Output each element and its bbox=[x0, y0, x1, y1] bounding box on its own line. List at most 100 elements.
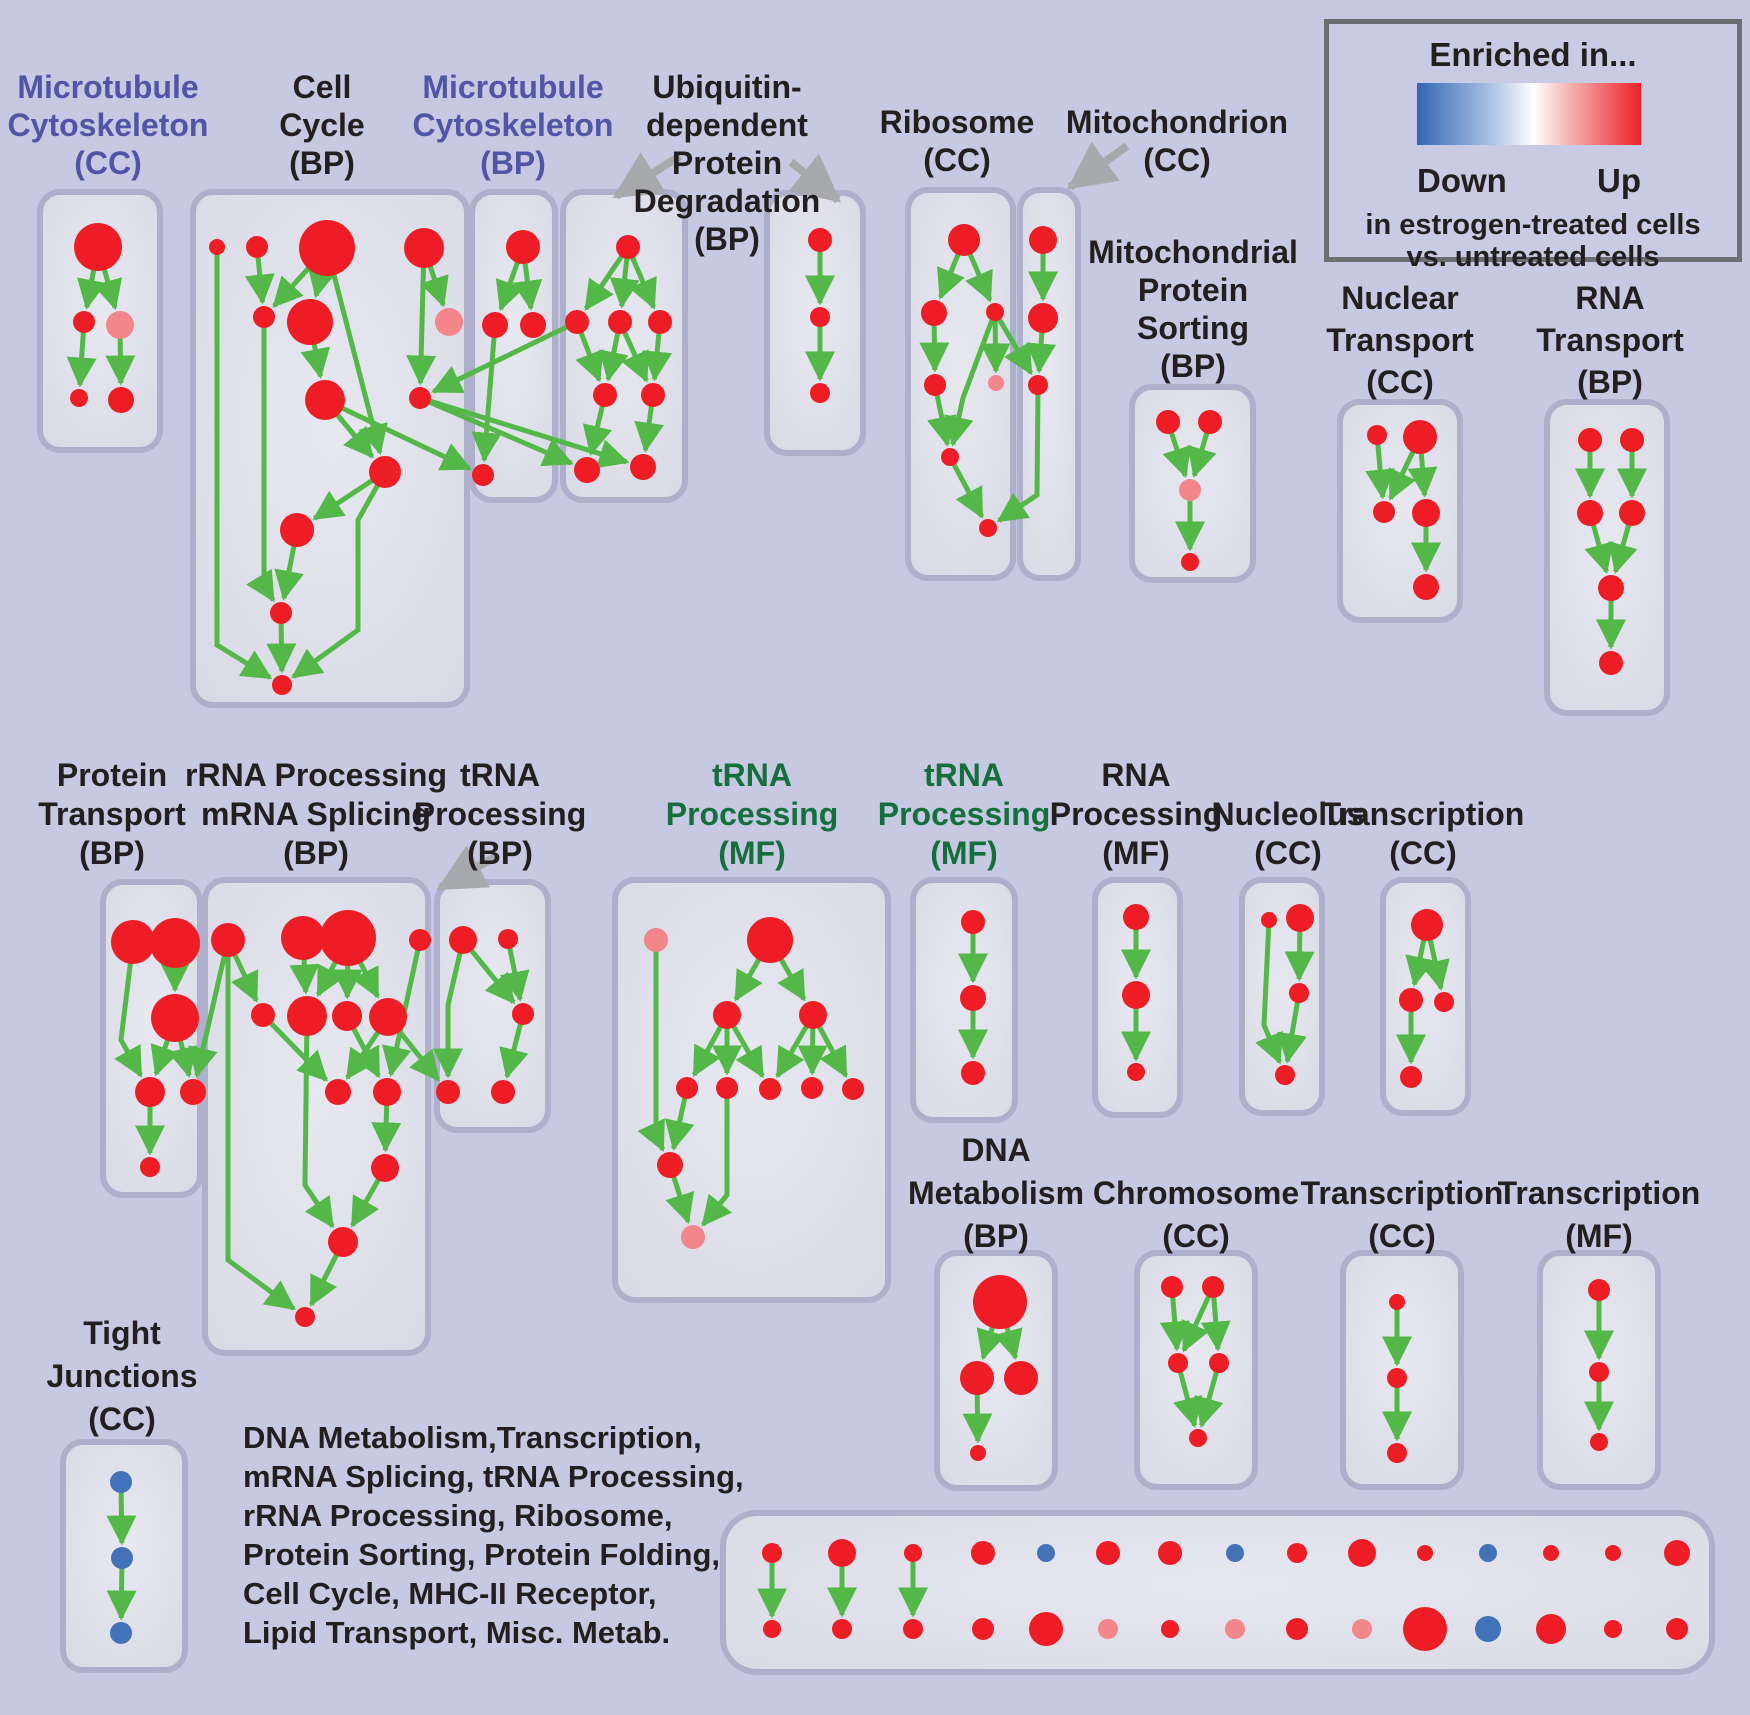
cluster-label-nucleolus-line-0: Nucleolus bbox=[1211, 796, 1365, 832]
trans_cc_bot-node-0 bbox=[1389, 1294, 1405, 1310]
misc-node-top-14 bbox=[1664, 1540, 1690, 1566]
cluster-label-ubiq-line-3: Degradation bbox=[633, 183, 821, 219]
chromo-node-1 bbox=[1202, 1276, 1224, 1298]
rna_trans-node-0 bbox=[1578, 428, 1602, 452]
misc-text-line: DNA Metabolism,Transcription, bbox=[243, 1420, 702, 1455]
cluster-label-rrna-line-1: mRNA Splicing bbox=[201, 796, 431, 832]
trans_cc_bot-node-1 bbox=[1387, 1368, 1407, 1388]
misc-categories-text: DNA Metabolism,Transcription, mRNA Splic… bbox=[243, 1418, 744, 1652]
tbp-node-4 bbox=[491, 1080, 515, 1104]
edge-prot_trans-0 bbox=[114, 941, 143, 1078]
legend-up-label: Up bbox=[1597, 162, 1641, 199]
chromo-node-3 bbox=[1209, 1353, 1229, 1373]
trans_mf-node-1 bbox=[1589, 1362, 1609, 1382]
cluster-box-misc bbox=[720, 1510, 1715, 1675]
chain3-node-2 bbox=[810, 383, 830, 403]
ubiq-node-1 bbox=[565, 310, 589, 334]
mt_cc-node-0 bbox=[74, 223, 122, 271]
mps-node-0 bbox=[1156, 410, 1180, 434]
tmf_big-node-10 bbox=[681, 1225, 705, 1249]
cluster-label-rna_trans-line-0: RNA bbox=[1575, 280, 1645, 316]
tmf_big-node-2 bbox=[713, 1001, 741, 1029]
rna_trans-node-2 bbox=[1577, 500, 1603, 526]
cluster-label-prot_trans-line-2: (BP) bbox=[79, 835, 145, 871]
edge-chromo-3 bbox=[1173, 1362, 1203, 1428]
ubiq-node-7 bbox=[630, 454, 656, 480]
misc-text-line: Lipid Transport, Misc. Metab. bbox=[243, 1615, 671, 1650]
cluster-label-rna_trans-line-2: (BP) bbox=[1577, 364, 1643, 400]
ribosome-node-1 bbox=[921, 300, 947, 326]
tmf_small-node-0 bbox=[961, 910, 985, 934]
mt_bp-node-3 bbox=[472, 464, 494, 486]
rrna-node-7 bbox=[369, 998, 407, 1036]
edge-rrna-8 bbox=[302, 1015, 335, 1229]
chromo-node-2 bbox=[1168, 1353, 1188, 1373]
cluster-label-tmf_big-line-1: Processing bbox=[665, 796, 839, 832]
mps-node-3 bbox=[1181, 553, 1199, 571]
tbp-node-0 bbox=[449, 926, 477, 954]
cluster-label-rna_proc-line-0: RNA bbox=[1101, 757, 1171, 793]
prot_trans-node-3 bbox=[135, 1077, 165, 1107]
cell_cycle-node-7 bbox=[305, 380, 345, 420]
tmf_small-node-1 bbox=[960, 985, 986, 1011]
misc-node-bottom-1 bbox=[832, 1619, 852, 1639]
edge-rrna-10 bbox=[381, 939, 423, 1077]
misc-node-top-3 bbox=[971, 1541, 995, 1565]
cell_cycle-node-5 bbox=[287, 299, 333, 345]
ribosome-node-3 bbox=[924, 374, 946, 396]
rna_trans-node-1 bbox=[1620, 428, 1644, 452]
edge-ribosome-5 bbox=[944, 311, 998, 447]
cell_cycle-node-6 bbox=[435, 308, 463, 336]
legend-caption-line2: vs. untreated cells bbox=[1406, 241, 1660, 273]
cell_cycle-node-11 bbox=[270, 602, 292, 624]
dna_met-node-0 bbox=[973, 1275, 1027, 1329]
cross-edge-4 bbox=[992, 310, 1034, 376]
cluster-box-chromo bbox=[1134, 1250, 1258, 1490]
rna_trans-node-5 bbox=[1599, 651, 1623, 675]
dna_met-node-2 bbox=[1004, 1361, 1038, 1395]
rrna-node-1 bbox=[281, 916, 325, 960]
misc-node-top-8 bbox=[1287, 1543, 1307, 1563]
misc-node-top-9 bbox=[1348, 1539, 1376, 1567]
cell_cycle-node-9 bbox=[369, 456, 401, 488]
chain3-node-0 bbox=[808, 228, 832, 252]
mt_cc-node-1 bbox=[73, 311, 95, 333]
cluster-label-trans_cc_top-line-0: Transcription bbox=[1321, 796, 1525, 832]
rrna-node-11 bbox=[328, 1227, 358, 1257]
cluster-label-dna_met-line-2: (BP) bbox=[963, 1218, 1029, 1254]
cluster-label-nuc_trans-line-2: (CC) bbox=[1366, 364, 1434, 400]
cluster-label-nuc_trans-line-1: Transport bbox=[1326, 322, 1474, 358]
cluster-label-chromo-line-0: Chromosome bbox=[1092, 1175, 1300, 1211]
cluster-label-tmf_small-line-1: Processing bbox=[877, 796, 1051, 832]
ribosome-node-2 bbox=[986, 303, 1004, 321]
tmf_big-node-9 bbox=[657, 1152, 683, 1178]
nucleolus-node-2 bbox=[1289, 983, 1309, 1003]
mito-node-0 bbox=[1029, 226, 1057, 254]
label-pointer-arrow-0 bbox=[612, 152, 683, 200]
ubiq-node-5 bbox=[641, 383, 665, 407]
cluster-label-mps-line-2: Sorting bbox=[1137, 310, 1249, 346]
nuc_trans-node-2 bbox=[1373, 501, 1395, 523]
cluster-label-rna_proc-line-1: Processing bbox=[1049, 796, 1223, 832]
misc-node-bottom-10 bbox=[1403, 1607, 1447, 1651]
ubiq-node-6 bbox=[574, 457, 600, 483]
mt_bp-node-1 bbox=[482, 312, 508, 338]
cluster-label-rrna-line-0: rRNA Processing bbox=[185, 757, 447, 793]
cluster-label-mt_bp-line-0: Microtubule bbox=[422, 69, 604, 105]
edge-tmf_big-11 bbox=[701, 1088, 733, 1227]
rrna-node-8 bbox=[325, 1079, 351, 1105]
edge-rrna-6 bbox=[261, 1013, 328, 1082]
misc-text-line: mRNA Splicing, tRNA Processing, bbox=[243, 1459, 744, 1494]
prot_trans-node-2 bbox=[151, 994, 199, 1042]
ribosome-node-5 bbox=[941, 448, 959, 466]
mt_cc-node-3 bbox=[70, 389, 88, 407]
legend-caption-line1: in estrogen-treated cells bbox=[1365, 209, 1701, 241]
rna_proc-node-2 bbox=[1127, 1063, 1145, 1081]
cluster-label-tmf_small-line-0: tRNA bbox=[924, 757, 1004, 793]
misc-node-bottom-9 bbox=[1352, 1619, 1372, 1639]
dna_met-node-1 bbox=[960, 1361, 994, 1395]
edge-cell_cycle-12 bbox=[214, 247, 273, 680]
cluster-label-cell_cycle-line-2: (BP) bbox=[289, 145, 355, 181]
cluster-label-cell_cycle-line-0: Cell bbox=[292, 69, 352, 105]
cluster-label-ubiq-line-4: (BP) bbox=[694, 221, 760, 257]
